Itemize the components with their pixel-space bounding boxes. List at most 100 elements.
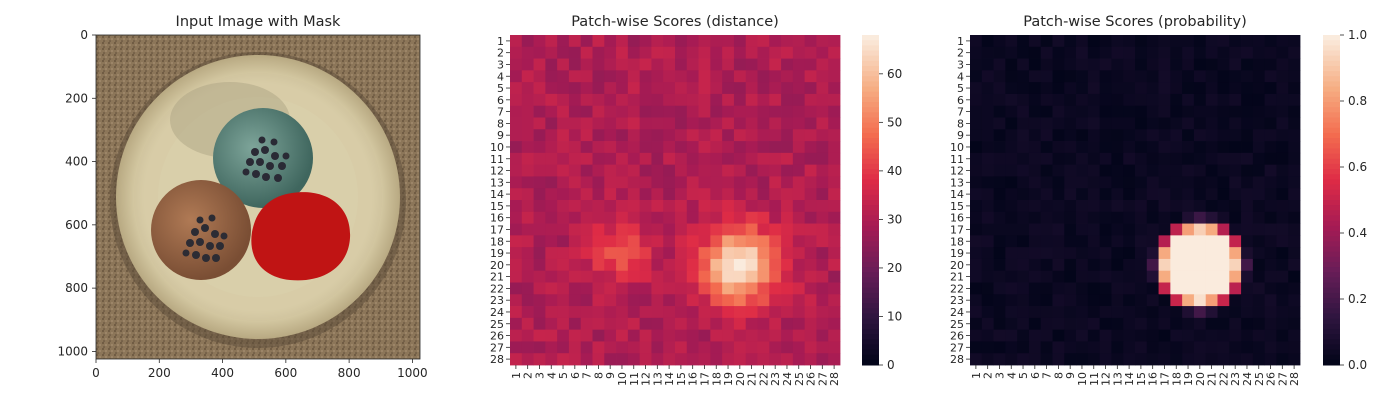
- heatmap-cell: [1182, 294, 1195, 307]
- heatmap-cell: [1205, 152, 1218, 166]
- colorbar-tick-label: 0.8: [1348, 94, 1367, 108]
- heatmap-cell: [993, 117, 1006, 130]
- heatmap-cell: [1135, 129, 1148, 142]
- heatmap-cell: [792, 176, 806, 189]
- heatmap-cell: [745, 294, 758, 307]
- heatmap-cell: [1182, 235, 1195, 248]
- heatmap-cell: [663, 164, 676, 177]
- heatmap-cell: [970, 117, 983, 130]
- heatmap-cell: [698, 188, 711, 201]
- heatmap-cell: [510, 329, 523, 342]
- heatmap-cell: [639, 93, 652, 107]
- heatmap-cell: [604, 270, 617, 283]
- colorbar-segment: [862, 153, 879, 160]
- heatmap-cell: [1099, 141, 1112, 154]
- heatmap-cell: [1146, 235, 1159, 248]
- heatmap-cell: [1193, 117, 1207, 130]
- heatmap-cell: [1193, 105, 1207, 118]
- y-tick-label: 5: [497, 82, 504, 95]
- x-tick-label: 14: [663, 372, 676, 386]
- heatmap-cell: [733, 188, 747, 201]
- heatmap-cell: [627, 70, 641, 83]
- colorbar-segment: [862, 91, 879, 98]
- heatmap-cell: [1135, 223, 1148, 236]
- heatmap-cell: [828, 141, 841, 154]
- heatmap-cell: [604, 188, 617, 201]
- y-tick-label: 8: [957, 117, 964, 130]
- heatmap-cell: [580, 93, 593, 107]
- heatmap-cell: [769, 82, 782, 95]
- heatmap-cell: [1017, 317, 1030, 331]
- heatmap-cell: [1229, 105, 1242, 118]
- heatmap-cell: [1276, 141, 1289, 154]
- heatmap-cell: [510, 341, 523, 354]
- heatmap-cell: [568, 353, 582, 366]
- heatmap-cell: [970, 353, 983, 366]
- heatmap-cell: [533, 164, 546, 177]
- heatmap-cell: [769, 188, 782, 201]
- heatmap-cell: [1135, 200, 1148, 213]
- heatmap-cell: [1264, 176, 1277, 189]
- heatmap-cell: [781, 353, 794, 366]
- heatmap-cell: [769, 294, 782, 307]
- heatmap-cell: [580, 188, 593, 201]
- heatmap-cell: [698, 294, 711, 307]
- heatmap-cell: [816, 270, 829, 283]
- heatmap-cell: [675, 152, 688, 166]
- distance-heatmap-cells: [510, 35, 841, 366]
- heatmap-cell: [1017, 258, 1030, 272]
- heatmap-cell: [1217, 117, 1230, 130]
- heatmap-cell: [1252, 200, 1266, 213]
- heatmap-cell: [1087, 188, 1101, 201]
- heatmap-cell: [568, 341, 582, 354]
- heatmap-cell: [1040, 176, 1053, 189]
- heatmap-cell: [993, 164, 1006, 177]
- heatmap-cell: [792, 188, 806, 201]
- heatmap-cell: [651, 341, 664, 354]
- heatmap-cell: [580, 35, 593, 48]
- heatmap-cell: [1017, 141, 1030, 154]
- heatmap-cell: [1076, 235, 1089, 248]
- heatmap-cell: [1158, 188, 1171, 201]
- heatmap-cell: [1017, 46, 1030, 59]
- heatmap-cell: [816, 306, 829, 319]
- colorbar-segment: [1323, 112, 1340, 118]
- heatmap-cell: [1217, 46, 1230, 59]
- heatmap-cell: [1205, 70, 1218, 83]
- heatmap-cell: [533, 58, 546, 71]
- heatmap-cell: [521, 341, 534, 354]
- heatmap-cell: [1123, 152, 1136, 166]
- heatmap-cell: [1276, 117, 1289, 130]
- colorbar-segment: [1323, 55, 1340, 62]
- heatmap-cell: [1288, 58, 1301, 71]
- x-tick-label: 4: [1005, 372, 1018, 379]
- heatmap-cell: [1146, 70, 1159, 83]
- heatmap-cell: [604, 247, 617, 260]
- y-tick-label: 13: [950, 176, 964, 189]
- heatmap-cell: [1264, 200, 1277, 213]
- heatmap-cell: [1135, 247, 1148, 260]
- heatmap-cell: [745, 282, 758, 295]
- heatmap-cell: [781, 247, 794, 260]
- heatmap-cell: [1217, 235, 1230, 248]
- heatmap-cell: [828, 70, 841, 83]
- heatmap-cell: [1028, 282, 1042, 295]
- heatmap-cell: [1158, 141, 1171, 154]
- y-tick-label: 8: [497, 117, 504, 130]
- y-tick-label: 9: [957, 129, 964, 142]
- heatmap-cell: [510, 105, 523, 118]
- heatmap-cell: [651, 211, 664, 224]
- heatmap-cell: [545, 306, 558, 319]
- heatmap-cell: [1076, 152, 1089, 166]
- heatmap-cell: [651, 70, 664, 83]
- heatmap-cell: [604, 164, 617, 177]
- heatmap-cell: [1229, 188, 1242, 201]
- heatmap-cell: [781, 141, 794, 154]
- heatmap-cell: [545, 247, 558, 260]
- heatmap-cell: [1076, 129, 1089, 142]
- heatmap-cell: [1123, 70, 1136, 83]
- heatmap-cell: [510, 129, 523, 142]
- heatmap-cell: [568, 294, 582, 307]
- heatmap-cell: [1264, 105, 1277, 118]
- probability-heatmap-axes: 1234567891011121314151617181920212223242…: [950, 35, 1301, 386]
